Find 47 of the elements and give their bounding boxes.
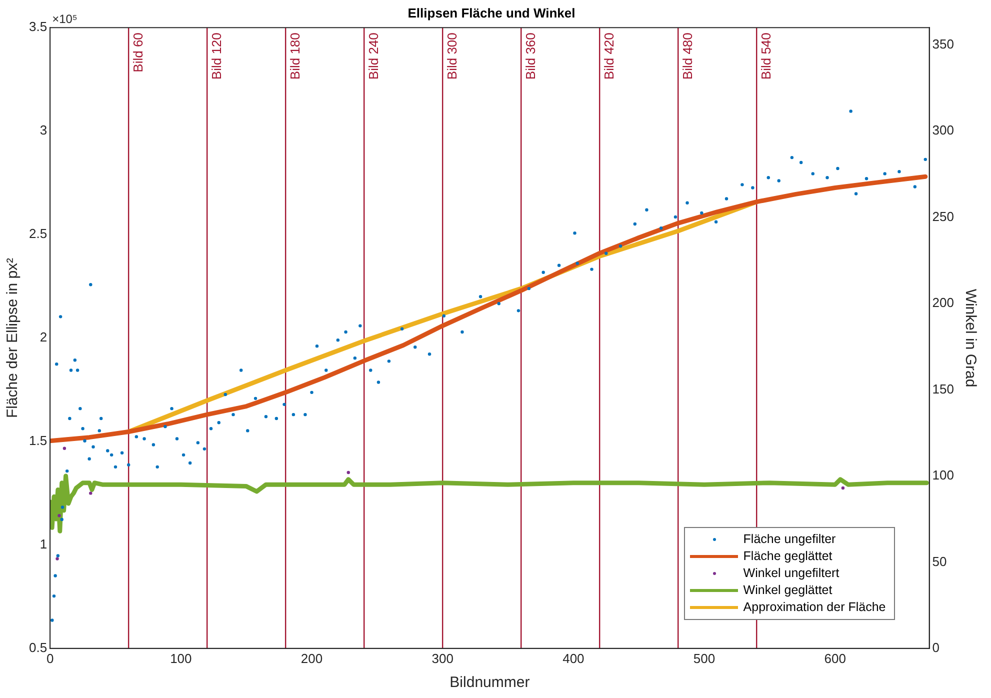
x-tick-label: 400 (562, 650, 584, 666)
y2-tick-label: 200 (932, 295, 954, 310)
legend-label: Winkel ungefiltert (743, 565, 840, 582)
ref-line-label: Bild 540 (758, 32, 774, 80)
y2-tick-label: 300 (932, 122, 954, 138)
chart-title: Ellipsen Fläche und Winkel (408, 5, 576, 20)
y-axis-title: Fläche der Ellipse in px² (4, 258, 22, 418)
y-tick-label: 1.5 (28, 433, 48, 448)
point (62, 446, 66, 450)
y2-tick-label: 0 (932, 640, 940, 655)
y2-tick-label: 350 (932, 36, 954, 52)
y2-tick-label: 250 (932, 208, 954, 224)
x-tick-label: 500 (693, 650, 716, 666)
ref-line-label: Bild 420 (602, 32, 617, 80)
point (346, 470, 350, 474)
point (841, 486, 845, 490)
ref-line-label: Bild 240 (366, 32, 382, 80)
ref-line-label: Bild 480 (680, 32, 696, 80)
legend-label: Approximation der Fläche (743, 599, 886, 616)
x-tick-label: 200 (300, 650, 323, 666)
y-tick-label: 3.5 (28, 19, 48, 34)
y-tick-label: 1 (40, 536, 48, 552)
ref-line-label: Bild 300 (444, 32, 460, 80)
ref-line-label: Bild 180 (288, 32, 303, 80)
ref-line-label: Bild 60 (130, 32, 146, 72)
y-tick-label: 0.5 (28, 640, 48, 655)
ref-line-label: Bild 120 (209, 32, 224, 80)
y-tick-label: 2 (40, 330, 48, 345)
point (89, 492, 92, 495)
legend-label: Winkel geglättet (743, 582, 832, 600)
y2-tick-label: 50 (932, 554, 947, 569)
y2-tick-label: 100 (932, 468, 954, 483)
y-tick-label: 2.5 (28, 226, 48, 242)
x-tick-label: 0 (46, 650, 54, 666)
legend-label: Fläche ungefilter (743, 531, 836, 548)
y2-axis-title: Winkel in Grad (962, 288, 979, 388)
y-tick-label: 3 (40, 122, 48, 138)
point (56, 557, 59, 560)
ref-line-label: Bild 360 (523, 32, 538, 80)
legend-label: Fläche geglättet (743, 548, 832, 566)
x-tick-label: 600 (824, 650, 846, 666)
text: ×10⁵ (52, 12, 78, 26)
point (58, 514, 61, 518)
x-tick-label: 100 (170, 650, 192, 666)
x-axis-title: Bildnummer (450, 674, 530, 692)
y2-tick-label: 150 (932, 381, 954, 396)
x-tick-label: 300 (432, 650, 454, 666)
